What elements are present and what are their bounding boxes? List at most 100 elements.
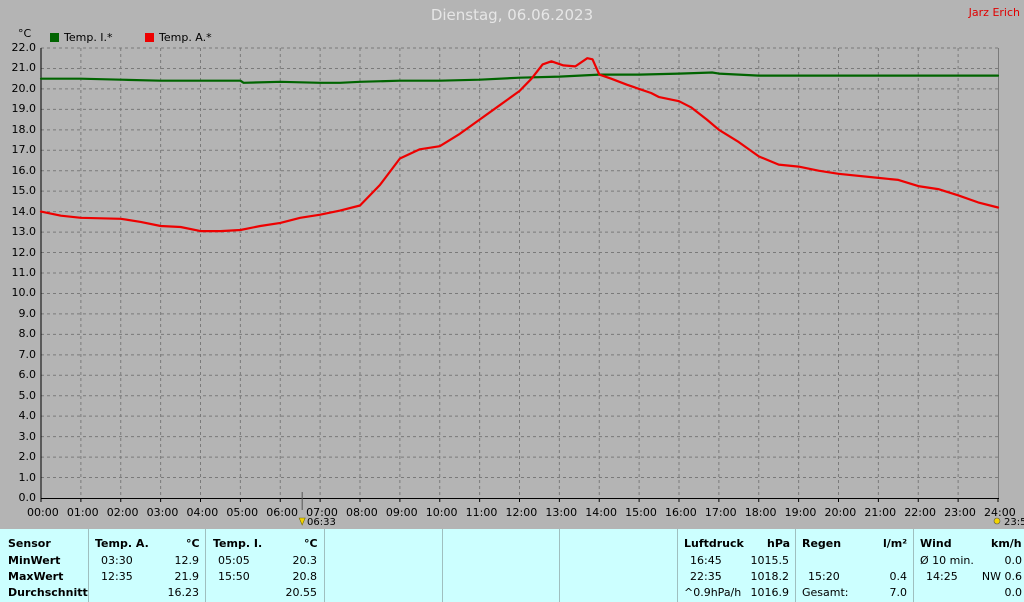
temp-i-min-value: 20.3 <box>292 554 318 567</box>
temp-i-header: Temp. I. <box>213 537 263 550</box>
pressure-max-value: 1018.2 <box>750 570 790 583</box>
y-tick-label: 4.0 <box>18 409 37 423</box>
legend-swatch <box>50 33 59 42</box>
x-tick-label: 09:00 <box>385 506 418 519</box>
y-tick-label: 20.0 <box>11 81 37 95</box>
y-tick-label: 8.0 <box>18 327 37 341</box>
y-tick-label: 2.0 <box>18 450 37 464</box>
x-tick-label: 06:00 <box>266 506 298 519</box>
temp-i-min-time: 05:05 <box>218 554 250 567</box>
temp-a-min-time: 03:30 <box>101 554 133 567</box>
y-tick-label: 7.0 <box>18 347 37 361</box>
x-tick-label: 16:00 <box>665 506 697 519</box>
rain-header: Regen <box>802 537 842 550</box>
temp-a-max-value: 21.9 <box>174 570 200 583</box>
rain-total-label: Gesamt: <box>802 586 849 599</box>
x-tick-label: 20:00 <box>824 506 857 519</box>
min-row-label: MinWert <box>8 554 61 567</box>
rain-unit: l/m² <box>883 537 908 550</box>
max-row-label: MaxWert <box>8 570 64 583</box>
statistics-table: Sensor MinWert MaxWert Durchschnitt Temp… <box>0 529 1024 602</box>
y-tick-label: 17.0 <box>11 143 37 157</box>
series-line-temp-a <box>39 57 1000 233</box>
y-tick-label: 14.0 <box>11 204 37 218</box>
temperature-chart <box>39 47 1001 526</box>
series-line-temp-i <box>39 71 1000 84</box>
pressure-trend: ^0.9hPa/h <box>684 586 742 599</box>
temp-a-header: Temp. A. <box>95 537 149 550</box>
x-tick-label: 07:00 <box>306 506 338 519</box>
wind-header: Wind <box>920 537 952 550</box>
temp-a-unit: °C <box>186 537 200 550</box>
x-tick-label: 13:00 <box>545 506 578 519</box>
pressure-avg-value: 1016.9 <box>750 586 790 599</box>
wind-avg-value: 0.0 <box>1004 554 1023 567</box>
x-tick-label: 11:00 <box>465 506 498 519</box>
rain-max-time: 15:20 <box>808 570 840 583</box>
legend-item-temp-i: Temp. I.* <box>50 31 113 44</box>
chart-grid <box>40 47 999 502</box>
wind-avg-label: Ø 10 min. <box>920 554 974 567</box>
page-title: Dienstag, 06.06.2023 <box>430 6 594 24</box>
x-tick-label: 18:00 <box>744 506 777 519</box>
x-tick-label: 00:00 <box>27 506 59 519</box>
temp-i-max-time: 15:50 <box>218 570 250 583</box>
temp-a-min-value: 12.9 <box>174 554 200 567</box>
y-tick-label: 18.0 <box>11 122 37 136</box>
x-tick-label: 12:00 <box>505 506 538 519</box>
pressure-unit: hPa <box>767 537 791 550</box>
author-label: Jarz Erich <box>968 6 1020 19</box>
sun-markers <box>298 492 1001 526</box>
y-tick-label: 16.0 <box>11 163 37 177</box>
y-tick-label: 9.0 <box>18 306 37 320</box>
x-tick-label: 05:00 <box>226 506 259 519</box>
sunset-icon <box>993 517 1001 525</box>
series-layer <box>39 57 1000 233</box>
y-tick-label: 15.0 <box>11 184 37 198</box>
wind-max-value: NW 0.6 <box>981 570 1022 583</box>
x-tick-label: 10:00 <box>425 506 458 519</box>
y-tick-label: 3.0 <box>18 429 37 443</box>
y-tick-label: 5.0 <box>18 388 37 402</box>
x-tick-label: 23:00 <box>944 506 976 519</box>
rain-max-value: 0.4 <box>889 570 908 583</box>
pressure-max-time: 22:35 <box>690 570 722 583</box>
pressure-min-time: 16:45 <box>690 554 722 567</box>
y-tick-label: 13.0 <box>11 225 37 239</box>
legend-item-temp-a: Temp. A.* <box>145 31 212 44</box>
sunrise-icon <box>298 517 306 526</box>
sunrise-time: 06:33 <box>307 517 336 528</box>
x-tick-label: 04:00 <box>186 506 219 519</box>
x-tick-label: 22:00 <box>904 506 936 519</box>
x-tick-label: 08:00 <box>346 506 378 519</box>
temp-a-avg-value: 16.23 <box>167 586 200 599</box>
chart-axes <box>40 48 999 499</box>
x-tick-label: 03:00 <box>146 506 179 519</box>
pressure-header: Luftdruck <box>684 537 744 550</box>
y-tick-label: 11.0 <box>11 266 37 279</box>
temp-i-unit: °C <box>304 537 318 550</box>
y-tick-label: 0.0 <box>18 491 37 504</box>
y-tick-label: 19.0 <box>11 102 37 116</box>
x-tick-label: 01:00 <box>66 506 99 519</box>
x-tick-label: 19:00 <box>784 506 817 519</box>
legend-label: Temp. I.* <box>64 31 113 44</box>
wind-max-time: 14:25 <box>926 570 958 583</box>
y-tick-label: 1.0 <box>18 470 37 484</box>
x-tick-label: 24:00 <box>984 506 1016 519</box>
y-tick-label: 10.0 <box>11 286 37 300</box>
pressure-min-value: 1015.5 <box>750 554 790 567</box>
temp-i-avg-value: 20.55 <box>285 586 318 599</box>
x-tick-label: 14:00 <box>585 506 617 519</box>
x-tick-label: 02:00 <box>106 506 139 519</box>
x-tick-label: 21:00 <box>864 506 897 519</box>
sunset-time: 23:5 <box>1004 517 1024 528</box>
wind-unit: km/h <box>991 537 1022 550</box>
temp-i-max-value: 20.8 <box>292 570 318 583</box>
y-tick-label: 22.0 <box>11 41 37 54</box>
x-tick-label: 15:00 <box>625 506 657 519</box>
temp-a-max-time: 12:35 <box>101 570 133 583</box>
y-tick-label: 6.0 <box>18 368 37 382</box>
y-unit-label: °C <box>18 27 32 40</box>
legend-swatch <box>145 33 154 42</box>
